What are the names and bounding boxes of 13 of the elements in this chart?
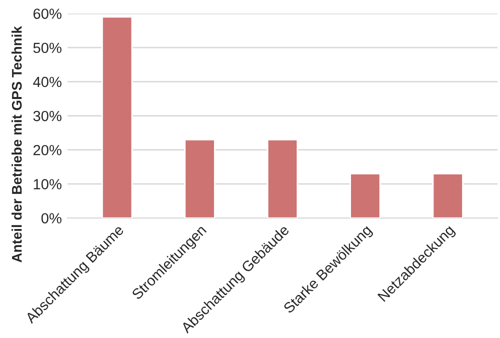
y-tick-label: 60%	[34, 8, 62, 19]
y-tick-label: 30%	[33, 110, 62, 122]
bar	[350, 173, 381, 218]
bar	[432, 173, 464, 218]
y-tick-label: 40%	[33, 76, 62, 88]
y-axis-title: Anteil der Betriebe mit GPS Technik	[12, 26, 22, 262]
bar	[184, 138, 216, 218]
bar	[266, 138, 298, 218]
y-tick-label: 50%	[33, 42, 62, 54]
y-tick-label: 20%	[33, 144, 62, 156]
y-tick-label: 0%	[41, 213, 62, 224]
bar	[102, 16, 133, 218]
y-tick-label: 10%	[34, 179, 62, 190]
